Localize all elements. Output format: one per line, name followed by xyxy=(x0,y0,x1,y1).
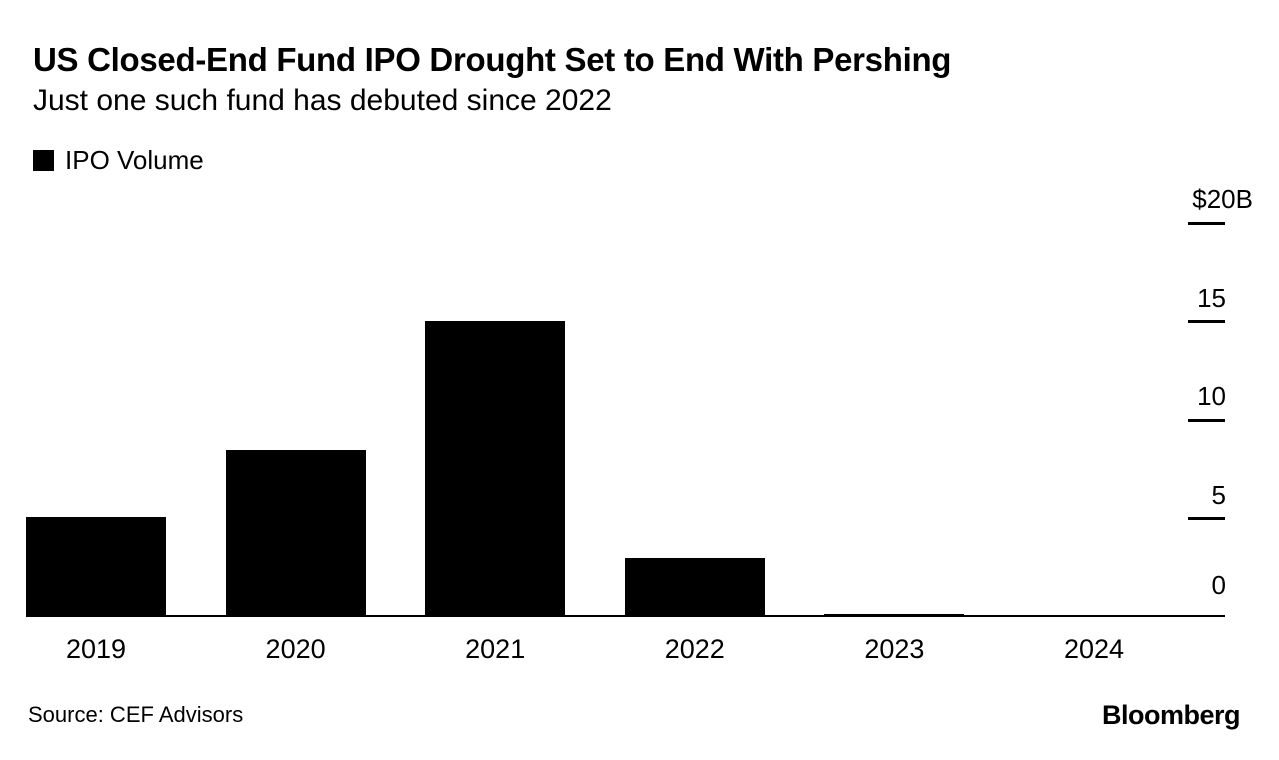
bar-2020 xyxy=(226,450,366,617)
x-tick-label: 2019 xyxy=(65,634,127,664)
y-tick-mark xyxy=(1188,517,1225,520)
x-tick-label: 2021 xyxy=(465,634,526,664)
x-tick-label: 2024 xyxy=(1063,634,1125,664)
x-tick-label: 2022 xyxy=(664,634,725,664)
y-tick-label: 0 xyxy=(1211,570,1226,600)
bloomberg-logo: Bloomberg xyxy=(1101,700,1241,730)
legend: IPO Volume xyxy=(33,145,204,176)
legend-label: IPO Volume xyxy=(65,145,204,175)
y-tick-mark xyxy=(1188,320,1225,323)
legend-swatch-icon xyxy=(33,150,54,172)
y-tick-label: 15 xyxy=(1197,283,1226,313)
y-tick-mark xyxy=(1188,419,1225,422)
chart-subtitle: Just one such fund has debuted since 202… xyxy=(33,84,612,117)
y-tick-mark xyxy=(1188,222,1225,225)
x-tick-label: 2023 xyxy=(864,634,925,664)
y-tick-label: 5 xyxy=(1211,480,1226,510)
x-axis-baseline xyxy=(27,615,1225,617)
y-tick-label: $20B xyxy=(1192,184,1253,214)
y-tick-label: 10 xyxy=(1197,381,1226,411)
chart-title: US Closed-End Fund IPO Drought Set to En… xyxy=(33,41,952,78)
bar-2019 xyxy=(26,517,166,617)
bar-2022 xyxy=(625,558,765,617)
bar-2021 xyxy=(425,321,565,617)
x-tick-label: 2020 xyxy=(265,634,326,664)
source-note: Source: CEF Advisors xyxy=(28,702,244,727)
